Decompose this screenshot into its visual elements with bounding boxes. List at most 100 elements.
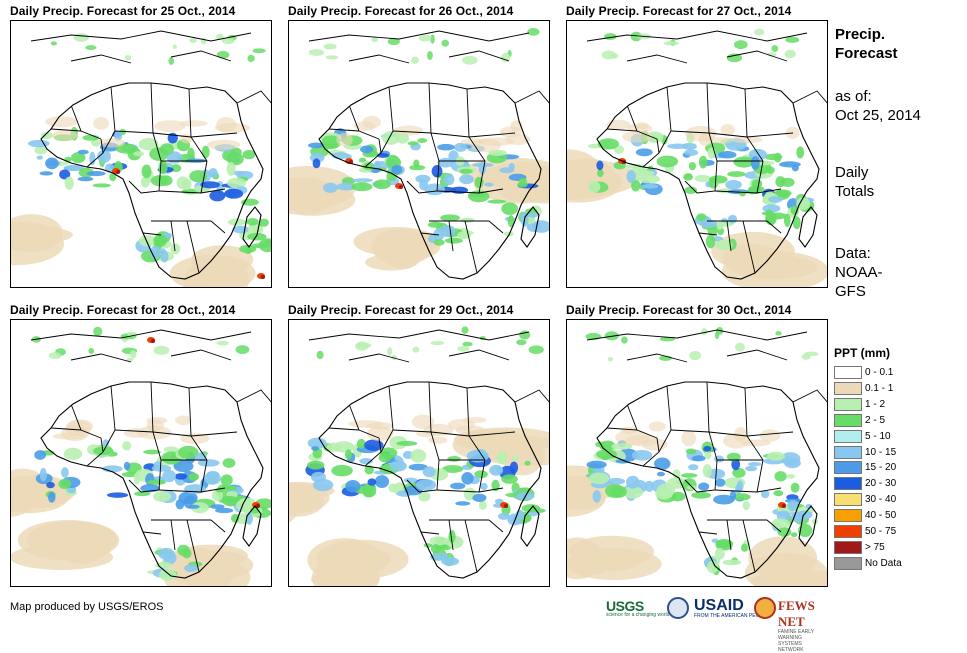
precip-cell — [663, 41, 679, 46]
coastline — [520, 206, 540, 248]
precip-cell — [143, 449, 161, 455]
precip-cell — [430, 553, 449, 561]
precip-cell — [597, 169, 604, 178]
precip-cell — [147, 479, 167, 485]
precip-cell — [459, 168, 473, 174]
precip-cell — [312, 478, 334, 492]
coastline — [520, 505, 540, 547]
precip-cell — [722, 559, 742, 566]
legend-label: 50 - 75 — [865, 526, 897, 537]
legend-label: 0 - 0.1 — [865, 367, 894, 378]
legend-swatch — [834, 477, 862, 491]
country-border — [392, 429, 432, 433]
precip-cell — [685, 448, 697, 455]
precip-cell — [688, 464, 699, 471]
precip-cell — [418, 34, 432, 42]
legend-item: 5 - 10 — [834, 429, 914, 444]
coastline — [170, 349, 232, 361]
legend-item: 15 - 20 — [834, 461, 914, 475]
precip-cell — [427, 221, 444, 228]
precip-cell — [745, 465, 758, 472]
precip-cell — [360, 145, 374, 154]
country-border — [170, 220, 176, 252]
precip-cell — [455, 501, 471, 506]
precip-cell — [356, 438, 366, 449]
precip-cell — [527, 28, 540, 36]
legend-swatch — [834, 381, 862, 395]
country-border — [708, 132, 748, 138]
precip-cell — [474, 176, 484, 189]
country-border — [684, 479, 698, 493]
precip-cell — [524, 460, 531, 466]
precip-cell — [77, 149, 89, 155]
legend-swatch — [834, 556, 862, 570]
fews-logo-text: FEWS NET — [778, 598, 815, 629]
precip-cell — [741, 543, 748, 552]
precip-cell — [441, 39, 449, 47]
coastline — [308, 30, 530, 42]
precip-cell — [771, 518, 791, 530]
precip-cell — [141, 164, 152, 179]
coastline — [236, 389, 271, 403]
precip-cell — [713, 455, 725, 463]
precip-cell — [216, 50, 230, 59]
precip-cell — [351, 182, 373, 192]
coastline — [726, 50, 788, 62]
precip-cell — [64, 176, 74, 190]
precip-cell — [592, 490, 602, 503]
coastline — [798, 505, 818, 547]
precip-cell — [159, 568, 177, 581]
precip-cell — [407, 141, 419, 146]
precip-cell — [437, 143, 455, 151]
precip-cell — [507, 214, 515, 228]
dry-ocean-patch — [315, 539, 409, 579]
country-border — [420, 232, 440, 236]
precip-cell — [181, 548, 192, 559]
legend-item: 2 - 5 — [834, 413, 914, 428]
precip-cell — [34, 450, 47, 460]
precip-cell — [489, 464, 504, 476]
precip-map — [10, 319, 272, 587]
precip-map — [288, 20, 550, 288]
country-border — [186, 220, 200, 274]
forecast-panel-oct28: Daily Precip. Forecast for 28 Oct., 2014 — [10, 303, 272, 588]
legend-item: 20 - 30 — [834, 477, 914, 491]
precip-cell — [415, 174, 431, 183]
panel-title: Daily Precip. Forecast for 25 Oct., 2014 — [10, 4, 236, 18]
precip-cell — [154, 120, 186, 133]
precip-cell — [635, 148, 653, 157]
precip-cell — [133, 472, 141, 485]
precip-cell — [116, 170, 120, 174]
country-border — [742, 519, 756, 573]
coastline — [626, 353, 688, 363]
precip-cell — [655, 487, 673, 500]
coastline — [448, 349, 510, 361]
coastline — [626, 54, 688, 64]
precip-cell — [137, 425, 172, 440]
precip-cell — [215, 507, 234, 514]
country-border — [210, 519, 226, 533]
country-border — [364, 437, 382, 467]
precip-cell — [659, 336, 675, 342]
precip-cell — [656, 155, 679, 168]
precip-cell — [355, 341, 369, 351]
precip-cell — [52, 129, 78, 141]
coastline — [586, 30, 808, 42]
precip-cell — [222, 458, 236, 468]
country-border — [726, 519, 732, 551]
legend-label: 15 - 20 — [865, 462, 897, 474]
panel-title: Daily Precip. Forecast for 29 Oct., 2014 — [288, 303, 514, 317]
precip-cell — [36, 155, 43, 160]
precip-cell — [182, 178, 192, 190]
precip-cell — [765, 166, 775, 174]
precip-cell — [86, 170, 106, 177]
coastline — [596, 381, 820, 579]
country-border — [698, 531, 718, 535]
precip-cell — [786, 474, 796, 479]
precip-cell — [216, 340, 229, 346]
precip-cell — [431, 165, 443, 178]
precip-cell — [307, 460, 325, 470]
usgs-logo: USGS science for a changing world — [606, 598, 669, 618]
precip-cell — [791, 164, 799, 172]
precip-cell — [689, 350, 702, 361]
